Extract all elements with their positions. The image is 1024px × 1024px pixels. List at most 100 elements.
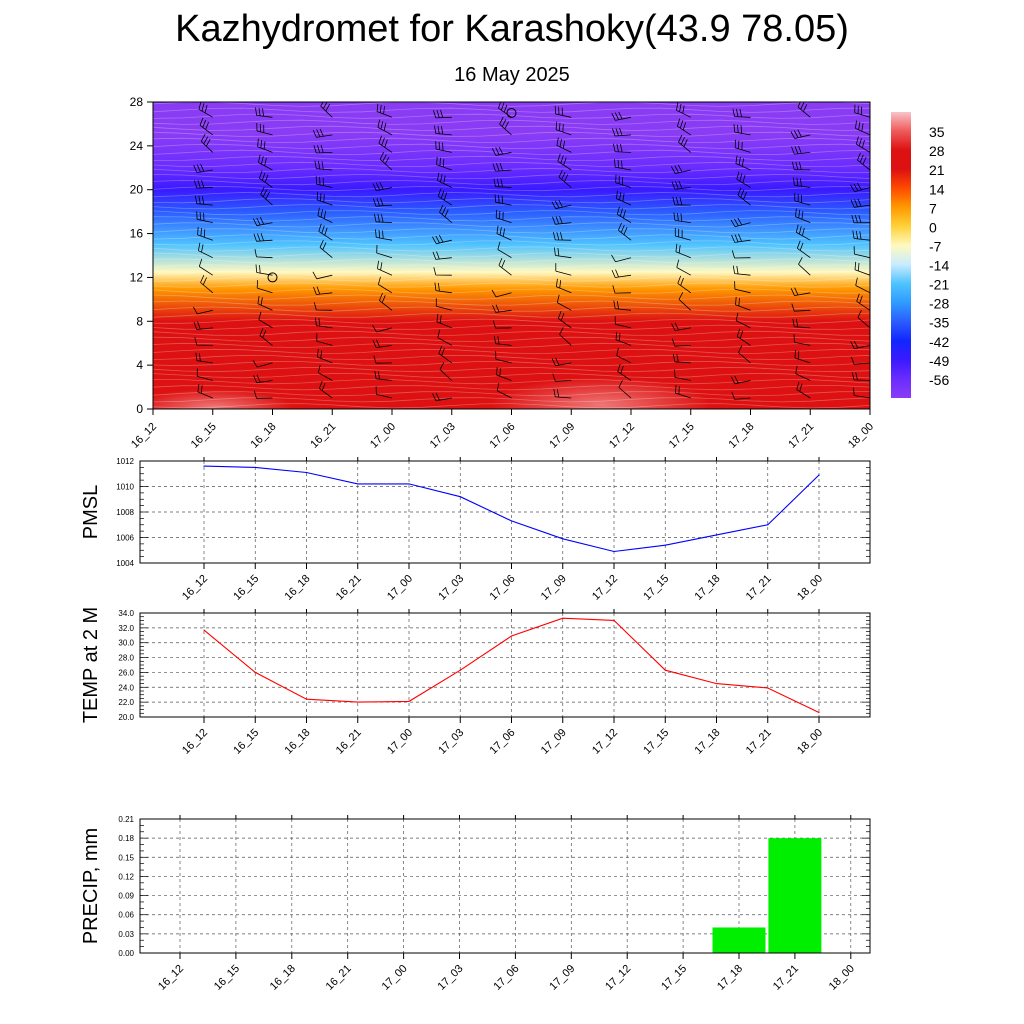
- x-tick-label: 17_15: [641, 727, 671, 757]
- y-tick-label: 1012: [116, 457, 134, 466]
- wind-barb: [193, 306, 213, 315]
- wind-barb: [498, 102, 512, 118]
- calm-wind-marker: [267, 272, 278, 283]
- y-tick-label: 0.15: [118, 853, 134, 862]
- contour-line: [153, 137, 870, 143]
- wind-barb: [795, 365, 811, 381]
- series-point: [305, 471, 308, 474]
- wind-barb: [313, 302, 333, 311]
- series-point: [357, 701, 359, 703]
- contour-line: [153, 397, 870, 403]
- wind-barb: [316, 333, 333, 346]
- warm-surface-region: [153, 389, 293, 409]
- contour-line: [153, 324, 870, 330]
- wind-barb: [319, 240, 333, 259]
- x-tick-label: 17_00: [385, 727, 415, 757]
- x-tick-label: 17_09: [547, 421, 577, 451]
- wind-barb: [433, 267, 452, 276]
- series-line: [203, 465, 820, 553]
- contour-line: [153, 234, 870, 240]
- wind-barb: [552, 215, 572, 225]
- wind-barb: [555, 121, 572, 136]
- wind-barb: [379, 151, 393, 171]
- wind-barb: [731, 391, 751, 400]
- contour-line: [153, 113, 870, 119]
- wind-barb: [200, 275, 214, 294]
- x-tick-label: 16_12: [180, 727, 210, 757]
- wind-barb: [432, 234, 452, 245]
- y-tick-label: 8: [136, 314, 143, 328]
- y-tick-label: 1004: [116, 559, 134, 568]
- wind-barb: [496, 367, 512, 381]
- plot-frame: [139, 612, 871, 718]
- x-tick-label: 17_12: [590, 573, 620, 603]
- wind-barb: [673, 212, 691, 223]
- wind-barb: [794, 349, 811, 364]
- wind-barb: [855, 120, 870, 136]
- x-tick-label: 16_18: [283, 573, 313, 603]
- wind-barb: [498, 257, 512, 276]
- series-point: [613, 550, 615, 553]
- wind-barb: [793, 177, 811, 188]
- wind-barb: [195, 195, 213, 206]
- wind-barb: [617, 363, 632, 381]
- wind-barb: [196, 211, 213, 223]
- temperature-field: [153, 102, 870, 409]
- contour-line: [153, 192, 870, 198]
- contour-line: [153, 119, 870, 125]
- wind-barb: [256, 280, 273, 294]
- wind-barb: [856, 293, 870, 311]
- wind-barb: [615, 331, 632, 346]
- wind-barb: [494, 194, 512, 206]
- wind-barb: [551, 357, 572, 367]
- wind-barb: [676, 259, 691, 276]
- wind-barb: [735, 296, 751, 311]
- x-tick-label: 17_00: [368, 421, 398, 451]
- wind-barb: [855, 277, 870, 294]
- wind-barb: [255, 264, 273, 276]
- series-point: [305, 698, 308, 700]
- wind-barb: [194, 180, 213, 189]
- chart-title: Kazhydromet for Karashoky(43.9 78.05): [175, 8, 849, 50]
- wind-barb: [672, 196, 691, 206]
- wind-barb: [671, 164, 691, 174]
- y-tick-label: 32.0: [118, 624, 134, 633]
- wind-barb: [615, 174, 632, 188]
- colorbar-label: -14: [929, 258, 949, 274]
- x-tick-label: 16_21: [324, 963, 354, 993]
- wind-barb: [492, 162, 512, 172]
- wind-barb: [258, 154, 273, 171]
- y-tick-label: 0.21: [118, 815, 134, 824]
- y-axis-label: TEMP at 2 M: [80, 607, 102, 723]
- x-tick-label: 17_12: [603, 963, 633, 993]
- wind-barb: [253, 233, 273, 242]
- x-tick-label: 17_21: [744, 573, 774, 603]
- wind-barb: [260, 187, 273, 206]
- wind-barb: [495, 351, 512, 364]
- series-point: [510, 635, 513, 637]
- y-tick-label: 0.06: [118, 911, 134, 920]
- contour-line: [153, 228, 870, 234]
- wind-barb: [855, 136, 870, 153]
- wind-barb: [558, 169, 572, 188]
- contour-line: [153, 149, 870, 155]
- wind-barb: [857, 152, 870, 171]
- wind-barb: [377, 260, 393, 276]
- contour-line: [153, 102, 870, 107]
- wind-barb: [153, 292, 154, 293]
- x-tick-label: 18_00: [846, 421, 876, 451]
- x-tick-label: 17_03: [436, 573, 466, 603]
- wind-barb: [499, 116, 512, 136]
- wind-barb: [200, 134, 214, 153]
- contour-line: [153, 252, 870, 258]
- x-tick-label: 17_03: [436, 963, 466, 993]
- wind-barb: [435, 141, 452, 153]
- wind-barb: [611, 111, 632, 121]
- contour-line: [153, 240, 870, 246]
- x-tick-label: 16_21: [308, 421, 338, 451]
- x-tick-label: 17_18: [693, 727, 723, 757]
- series-point: [664, 544, 666, 546]
- y-tick-label: 0.09: [118, 892, 134, 901]
- wind-barb: [432, 251, 452, 260]
- contour-line: [153, 179, 870, 186]
